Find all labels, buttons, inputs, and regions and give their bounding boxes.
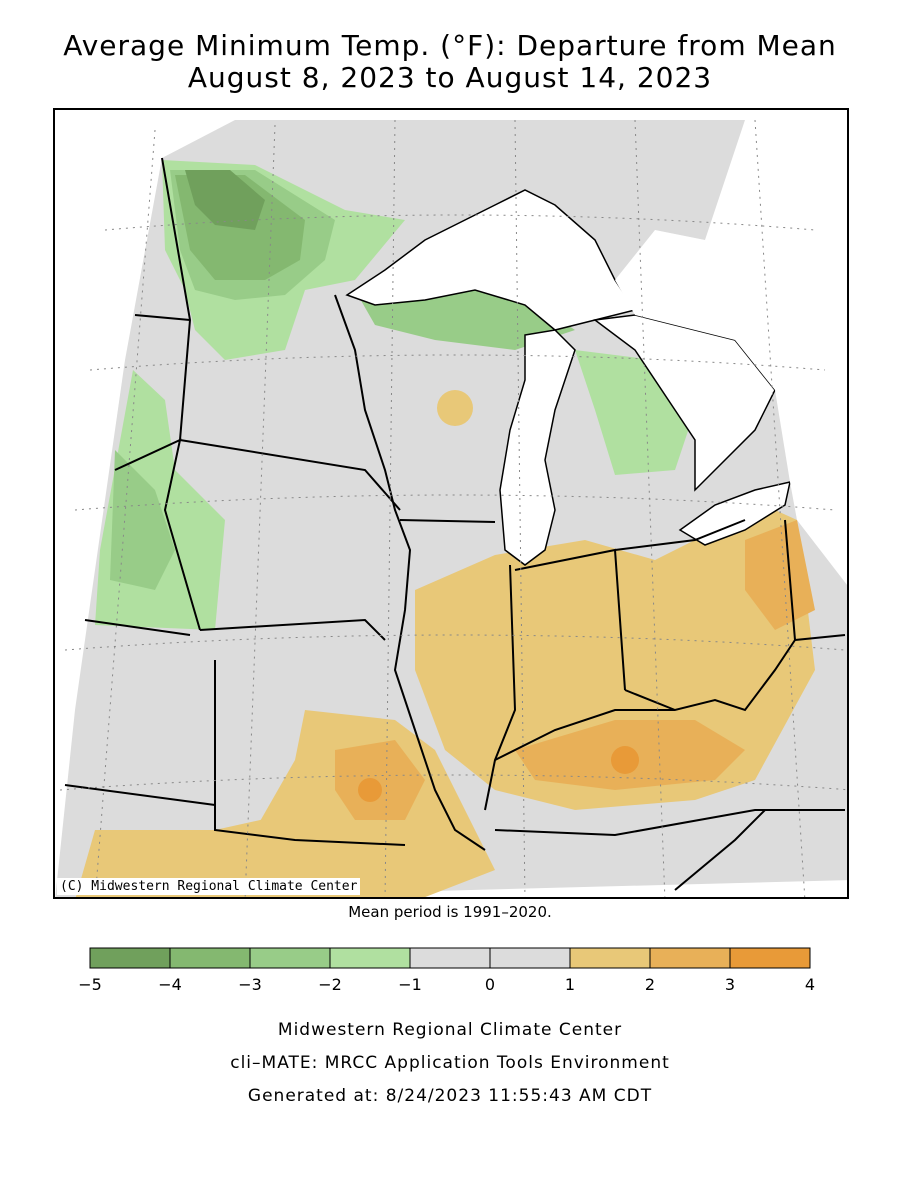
lake-huron [593, 314, 776, 492]
mean-period-note: Mean period is 1991–2020. [348, 903, 552, 921]
warm-region-missouri-core [335, 740, 425, 820]
footer-generated: Generated at: 8/24/2023 11:55:43 AM CDT [247, 1086, 653, 1106]
cool-region-lake-superior-shore [355, 280, 575, 350]
legend-bin-6 [569, 947, 651, 969]
footer-application: cli–MATE: MRCC Application Tools Environ… [230, 1053, 670, 1073]
legend-bin-5 [489, 947, 571, 969]
map-frame: (C) Midwestern Regional Climate Center [53, 108, 849, 899]
warm-region-ohio-east [745, 520, 815, 630]
map-canvas [55, 110, 847, 897]
lake-michigan [499, 329, 576, 566]
legend-tick-label: −1 [398, 975, 422, 994]
warm-region-southwest [75, 810, 392, 897]
state-boundaries [64, 157, 846, 891]
legend-tick-label: −2 [318, 975, 342, 994]
legend-tick-label: −3 [238, 975, 262, 994]
canada-land-east [615, 120, 847, 520]
footer-organization: Midwestern Regional Climate Center [277, 1020, 623, 1040]
legend-tick-label: 4 [805, 975, 815, 994]
lake-erie [678, 481, 791, 546]
copyright-notice: (C) Midwestern Regional Climate Center [57, 878, 361, 895]
legend-bin-4 [409, 947, 491, 969]
map-title: Average Minimum Temp. (°F): Departure fr… [63, 29, 837, 62]
legend-bin-2 [249, 947, 331, 969]
legend-tick-label: 2 [645, 975, 655, 994]
warm-spot-kentucky [611, 746, 639, 774]
legend-bin-0 [89, 947, 171, 969]
legend-bin-1 [169, 947, 251, 969]
legend-tick-label: 0 [485, 975, 495, 994]
cool-region-dakotas-inner [110, 450, 175, 590]
legend-tick-label: 3 [725, 975, 735, 994]
legend-tick-label: −4 [158, 975, 182, 994]
cool-region-arrowhead [185, 170, 265, 230]
legend-bin-3 [329, 947, 411, 969]
color-legend: −5 −4 −3 −2 −1 0 1 2 3 4 [78, 947, 815, 994]
warm-spot-wisconsin [437, 390, 473, 426]
legend-tick-label: −5 [78, 975, 102, 994]
legend-bin-8 [729, 947, 811, 969]
legend-bin-7 [649, 947, 731, 969]
warm-spot-missouri [358, 778, 382, 802]
map-date-range: August 8, 2023 to August 14, 2023 [187, 61, 713, 94]
graticule [59, 119, 847, 897]
legend-tick-label: 1 [565, 975, 575, 994]
